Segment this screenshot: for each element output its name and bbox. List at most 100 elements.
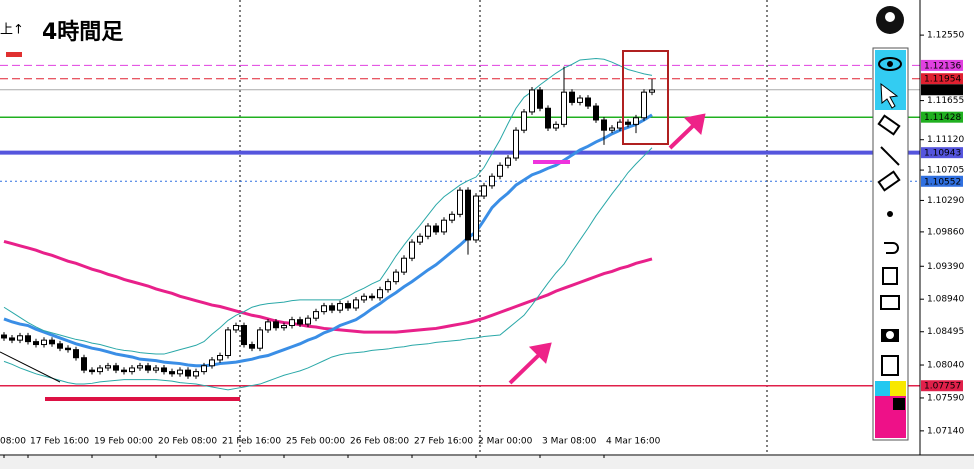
candle-body [185,369,191,377]
price-tag [921,84,963,96]
highlight-box [622,50,669,145]
candle-body [545,107,551,129]
color-swatch[interactable] [890,381,906,396]
dot-icon[interactable] [887,211,893,217]
candle-body [385,281,391,291]
candle-body [433,225,439,233]
x-tick-label: 4 Mar 16:00 [606,437,661,447]
candle-body [321,305,327,313]
price-tag-label: 1.11954 [924,75,961,85]
x-tick-label: 19 Feb 00:00 [94,437,153,447]
candle-body [561,91,567,125]
candle-body [329,305,335,311]
clipboard-icon[interactable] [881,355,899,376]
x-tick-label: 08:00 [0,437,26,447]
candle-body [577,97,583,103]
x-tick-label: 20 Feb 08:00 [158,437,217,447]
candle-body [121,369,127,373]
candle-body [193,371,199,377]
candle-body [257,329,263,349]
candle-body [401,257,407,273]
indicator-line [3,113,653,368]
camera-icon [886,331,894,339]
arrow-head [528,342,552,364]
candle-body [649,89,655,93]
trend-line [0,351,61,383]
candle-body [497,164,503,177]
candle-body [465,189,471,241]
candle-body [313,311,319,319]
candle-body [505,157,511,166]
eraser-icon[interactable] [877,170,901,192]
candle-body [425,225,431,237]
x-tick-label: 25 Feb 00:00 [286,437,345,447]
candle-body [305,317,311,325]
y-tick-label: 1.08040 [927,361,964,371]
candle-body [361,295,367,301]
y-tick-label: 1.08940 [927,295,964,305]
y-tick-label: 1.10705 [927,166,964,176]
candle-body [17,335,23,341]
template-icon[interactable] [880,295,900,310]
candle-body [169,371,175,375]
price-tag-label: 1.07757 [924,382,961,392]
price-tag [921,73,963,85]
candle-body [81,357,87,371]
color-swatch[interactable] [875,381,890,396]
indicator-line [3,147,653,391]
y-tick-label: 1.09860 [927,227,964,237]
candle-body [1,334,7,339]
x-tick-label: 21 Feb 16:00 [222,437,281,447]
candle-body [569,91,575,103]
candle-body [473,195,479,241]
candle-body [113,365,119,371]
candle-body [217,355,223,361]
candle-body [529,89,535,113]
candle-body [353,299,359,309]
y-tick-label: 1.07590 [927,393,964,403]
candle-body [377,289,383,299]
candle-body [129,367,135,373]
x-tick-label: 26 Feb 08:00 [350,437,409,447]
candle-body [481,185,487,197]
candle-body [593,105,599,121]
undo-icon[interactable] [884,242,899,254]
eye-icon [878,57,902,71]
arrow-head [683,113,706,136]
axes: 1.12550 1.11655 1.11120 1.10705 1.10290 1.098… [0,31,964,458]
candle-body [41,339,47,346]
price-tag [921,380,963,392]
indicator-line [3,239,653,334]
y-tick-label: 1.11655 [927,96,964,106]
candle-body [513,129,519,159]
color-swatch[interactable] [893,398,905,410]
candle-body [145,365,151,371]
candle-body [441,219,447,233]
candle-body [97,367,103,373]
y-tick-label: 1.12550 [927,31,964,41]
eye-icon [887,61,893,67]
cursor-icon[interactable] [880,82,899,109]
trash-icon[interactable] [882,267,898,285]
y-tick-label: 1.11120 [927,135,964,145]
line-icon[interactable] [880,146,900,166]
plot [0,58,920,391]
price-tag [921,147,963,159]
candle-body [641,91,647,119]
candle-body [585,97,591,107]
price-tag [921,175,963,187]
candle-body [537,89,543,109]
eraser-icon[interactable] [877,114,901,136]
candle-body [33,341,39,346]
candle-body [265,321,271,331]
price-tag-label: 1.10552 [924,177,961,187]
y-tick-label: 1.09390 [927,262,964,272]
candle-body [249,344,255,349]
candle-body [617,121,623,129]
candle-body [369,295,375,299]
candle-body [209,359,215,367]
y-tick-label: 1.08495 [927,327,964,337]
candle-body [281,325,287,329]
